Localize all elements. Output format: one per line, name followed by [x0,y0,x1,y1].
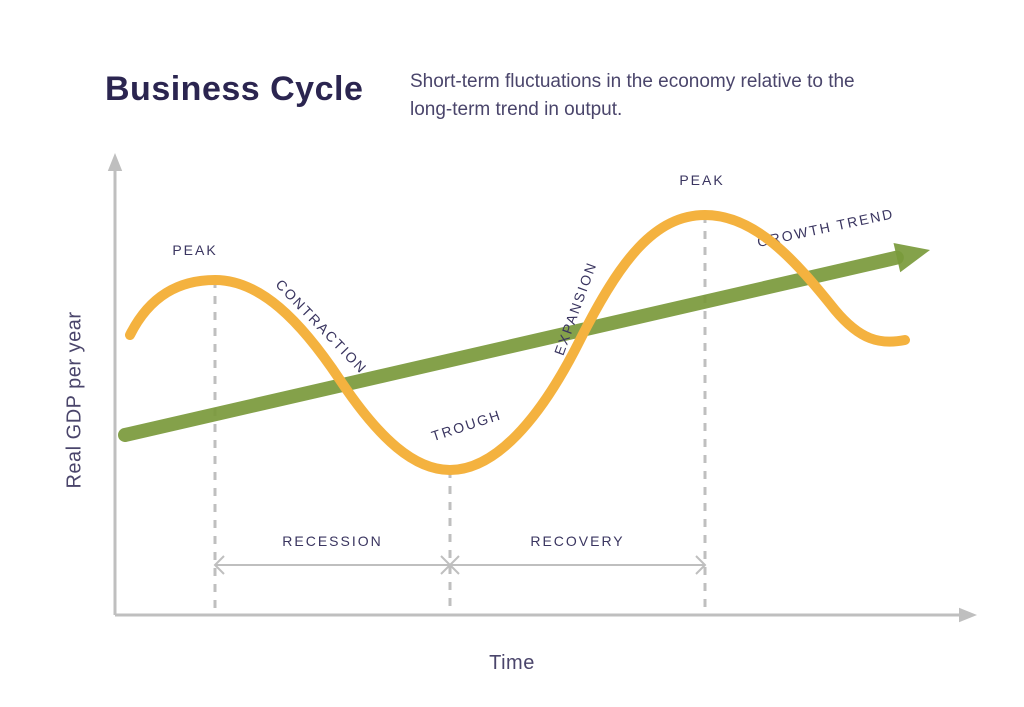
curve-label: PEAK [679,172,724,188]
curve-label: TROUGH [429,406,503,444]
chart-svg: RECESSIONRECOVERYGROWTH TRENDPEAKCONTRAC… [0,0,1024,707]
y-axis-arrow [108,153,122,171]
diagram-stage: Business Cycle Short-term fluctuations i… [0,0,1024,707]
x-axis-arrow [959,608,977,622]
period-label: RECESSION [282,533,382,549]
period-span: RECOVERY [450,533,705,574]
period-label: RECOVERY [530,533,624,549]
growth-trend-arrowhead [894,243,930,272]
curve-label: PEAK [172,242,217,258]
period-span: RECESSION [215,533,450,574]
